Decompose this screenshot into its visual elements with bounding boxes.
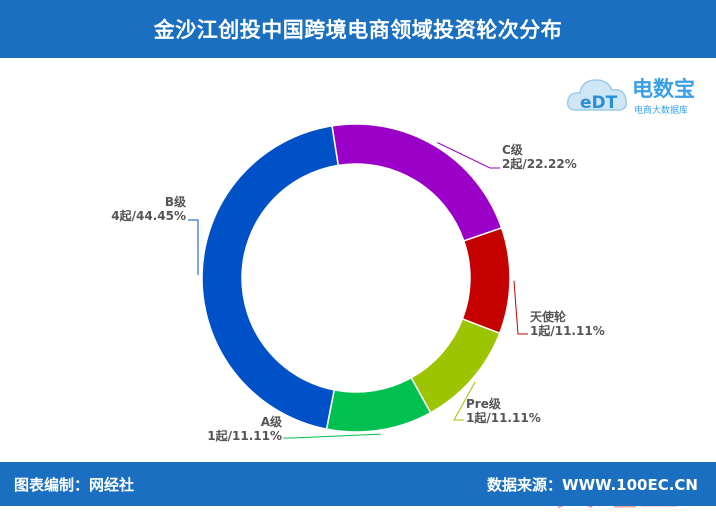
leader-line (283, 433, 381, 439)
donut-slice (325, 376, 432, 433)
brand-logo: eDT 电数宝 电商大数据库 (566, 66, 712, 126)
slice-name-label: A级 (261, 414, 282, 429)
slice-name-label: Pre级 (466, 396, 501, 411)
logo-mark: eDT (580, 93, 618, 113)
footer-source: 数据来源：WWW.100EC.CN (487, 476, 698, 494)
donut-slice (331, 123, 503, 242)
slice-name-label: 天使轮 (530, 309, 567, 324)
logo-brand: 电数宝 (632, 77, 695, 101)
chart-area: C级 2起/22.22% 天使轮 1起/11.11% Pre级 1起/11.11% A级 1起… (0, 58, 716, 462)
donut-chart: C级2起/22.22%天使轮1起/11.11%Pre级1起/11.11%A级1起… (111, 123, 605, 443)
chart-title: 金沙江创投中国跨境电商领域投资轮次分布 (153, 18, 563, 42)
leader-line (188, 219, 199, 276)
slice-value-label: 4起/44.45% (111, 208, 186, 223)
logo-subtitle: 电商大数据库 (634, 104, 688, 116)
leader-line (513, 280, 528, 335)
slice-name-label: B级 (165, 194, 186, 209)
donut-slice (461, 226, 511, 335)
slice-value-label: 1起/11.11% (207, 428, 282, 443)
donut-slice (201, 125, 340, 431)
leader-line (437, 142, 500, 169)
leader-line (453, 381, 476, 421)
cloud-icon: eDT 电数宝 电商大数据库 (566, 77, 695, 116)
slice-name-label: C级 (502, 142, 523, 157)
chart-footer: 图表编制：网经社 数据来源：WWW.100EC.CN (0, 462, 716, 506)
slice-value-label: 1起/11.11% (530, 323, 605, 338)
footer-credit: 图表编制：网经社 (14, 476, 135, 494)
chart-header: 金沙江创投中国跨境电商领域投资轮次分布 (0, 0, 716, 58)
slice-value-label: 1起/11.11% (466, 410, 541, 425)
slice-value-label: 2起/22.22% (502, 156, 577, 171)
